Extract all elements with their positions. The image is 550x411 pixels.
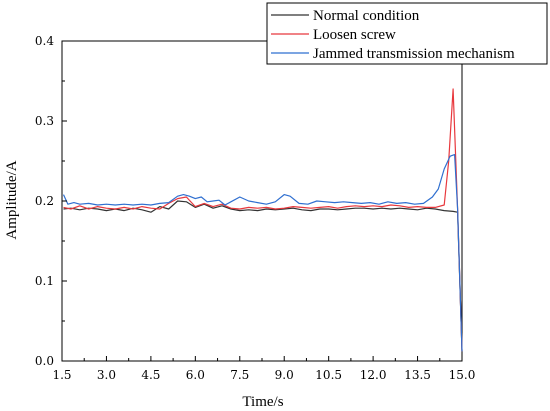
x-tick-label: 9.0 <box>275 368 294 382</box>
y-tick-label: 0.4 <box>35 34 54 48</box>
series-line-3 <box>62 154 463 352</box>
y-axis-title: Amplitude/A <box>4 160 20 239</box>
y-tick-label: 0.3 <box>35 114 54 128</box>
x-tick-label: 12.0 <box>360 368 387 382</box>
series-layer <box>62 88 463 352</box>
x-tick-label: 7.5 <box>230 368 249 382</box>
y-tick-label: 0.1 <box>35 274 54 288</box>
y-tick-label: 0.0 <box>35 354 54 368</box>
x-tick-label: 10.5 <box>315 368 342 382</box>
plot-frame <box>61 40 463 362</box>
legend-box <box>266 2 548 65</box>
legend: Normal condition Loosen screw Jammed trans… <box>266 2 548 65</box>
tick-layer: 1.5 3.0 4.5 6.0 7.5 9.0 10.5 12.0 13.5 15.0 0.0 0.1… <box>35 34 475 382</box>
x-tick-label: 13.5 <box>404 368 431 382</box>
legend-label: Normal condition <box>313 8 420 24</box>
x-axis-title: Time/s <box>242 394 283 410</box>
legend-label: Loosen screw <box>313 27 396 43</box>
series-line-2 <box>63 88 463 352</box>
series-line-1 <box>63 200 463 352</box>
x-tick-label: 15.0 <box>449 368 476 382</box>
x-tick-label: 3.0 <box>97 368 116 382</box>
x-tick-label: 6.0 <box>186 368 205 382</box>
plot-axes <box>61 40 463 362</box>
legend-label: Jammed transmission mechanism <box>313 46 515 62</box>
y-tick-label: 0.2 <box>35 194 54 208</box>
x-tick-label: 4.5 <box>141 368 160 382</box>
x-tick-label: 1.5 <box>52 368 71 382</box>
